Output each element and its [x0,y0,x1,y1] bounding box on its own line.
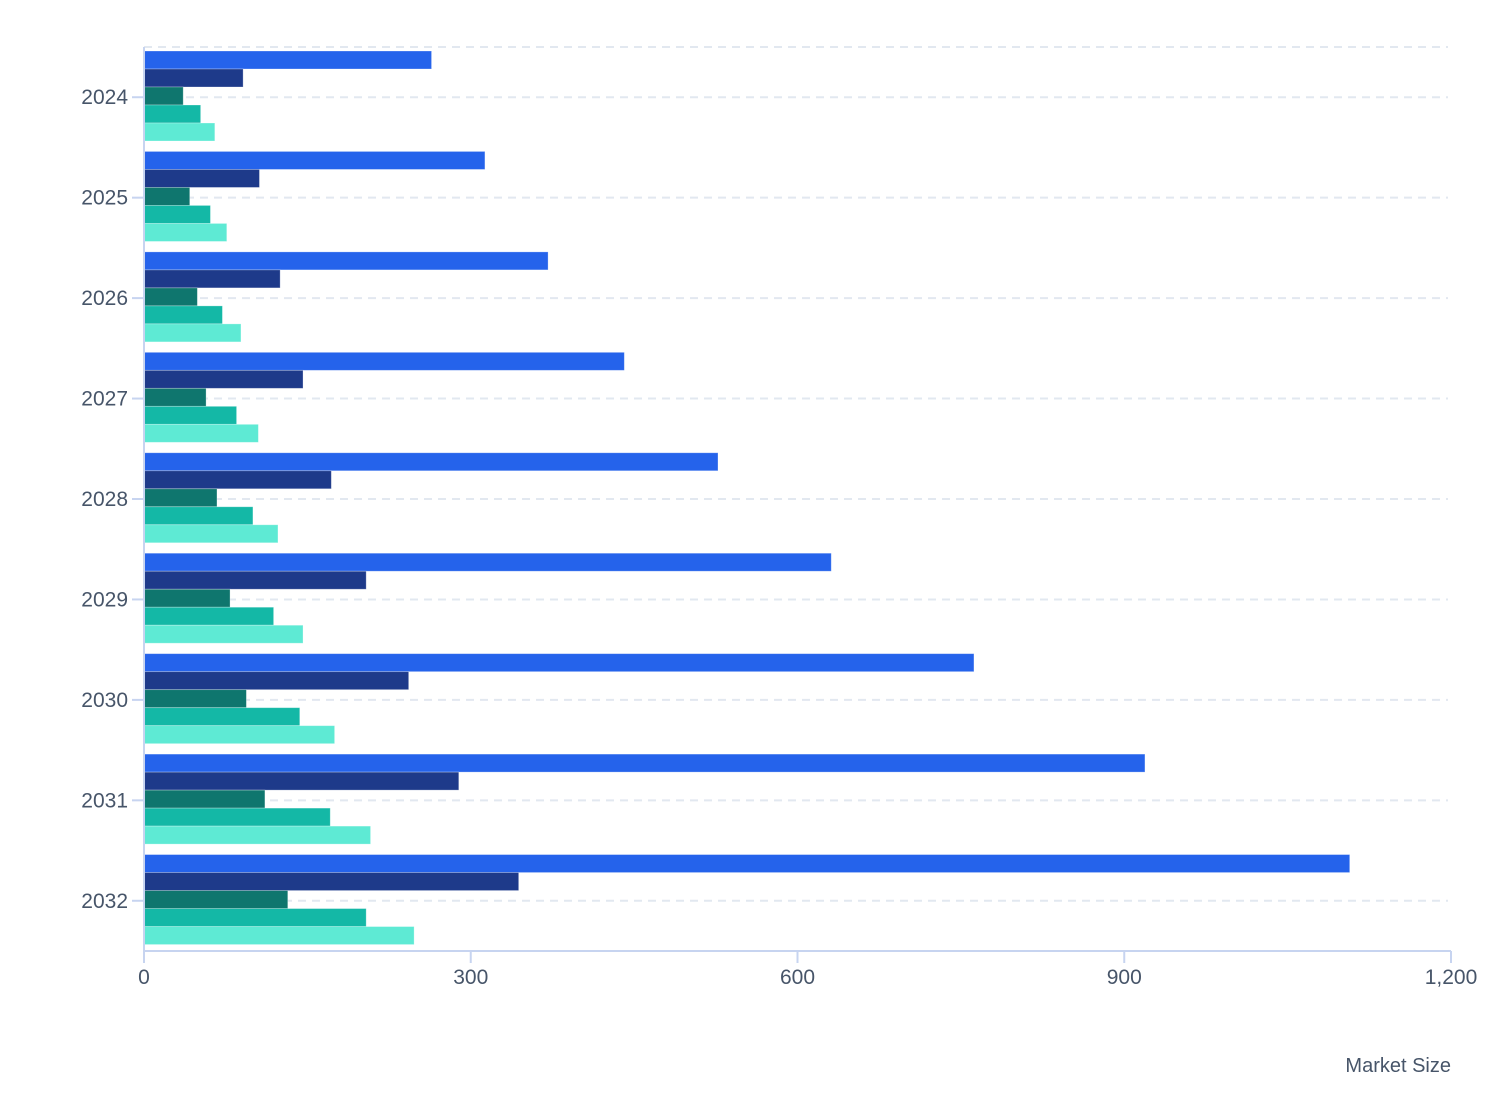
bars [143,50,1351,945]
gridlines [144,46,1448,902]
bar-2027-series-1[interactable] [143,351,625,371]
bar-2028-series-1[interactable] [143,452,719,472]
bar-2028-series-4[interactable] [143,506,254,526]
bar-2028-series-3[interactable] [143,488,218,508]
bar-2032-series-4[interactable] [143,908,367,927]
x-tick-label: 900 [1107,966,1142,989]
bar-2030-series-5[interactable] [143,725,336,745]
bar-2027-series-3[interactable] [143,387,207,407]
axes [132,47,1452,963]
bar-2027-series-5[interactable] [143,423,259,443]
bar-2032-series-3[interactable] [143,890,289,909]
bar-2028-series-5[interactable] [143,524,279,544]
y-tick-label: 2029 [81,588,128,611]
y-tick-label: 2027 [81,388,128,411]
bar-2029-series-3[interactable] [143,588,231,608]
bar-2029-series-2[interactable] [143,570,367,590]
bar-2026-series-1[interactable] [143,251,549,271]
x-axis-labels: 0 300 600 900 1,200 [138,966,1477,989]
bar-2024-series-5[interactable] [143,122,216,142]
bar-2032-series-2[interactable] [143,872,520,891]
bar-2026-series-2[interactable] [143,269,281,289]
bar-2032-series-5[interactable] [143,926,415,945]
x-tick-label: 0 [138,966,150,989]
y-tick-label: 2025 [81,187,128,210]
bar-2029-series-4[interactable] [143,606,275,626]
y-tick-label: 2030 [81,689,128,712]
bar-2028-series-2[interactable] [143,470,332,490]
y-axis-labels: 2024 2025 2026 2027 2028 2029 2030 2031 2032 [81,86,128,913]
bar-2024-series-1[interactable] [143,50,432,70]
y-tick-label: 2026 [81,287,128,310]
bar-2030-series-1[interactable] [143,653,975,673]
bar-2030-series-2[interactable] [143,671,410,691]
x-axis-title: Market Size [1345,1055,1451,1077]
y-tick-label: 2031 [81,789,128,812]
x-tick-label: 300 [453,966,488,989]
bar-2025-series-1[interactable] [143,151,486,170]
bar-2027-series-2[interactable] [143,369,304,389]
y-tick-label: 2032 [81,890,128,913]
x-tick-label: 1,200 [1425,966,1478,989]
bar-2025-series-3[interactable] [143,187,191,206]
bar-2025-series-5[interactable] [143,223,228,242]
bar-2029-series-5[interactable] [143,624,304,644]
bar-2027-series-4[interactable] [143,405,237,425]
bar-2031-series-2[interactable] [143,771,460,791]
bar-2025-series-4[interactable] [143,205,211,224]
bar-2026-series-5[interactable] [143,323,242,343]
bar-2029-series-1[interactable] [143,552,832,572]
bar-2024-series-3[interactable] [143,86,184,106]
bar-2032-series-1[interactable] [143,854,1351,873]
bar-2026-series-4[interactable] [143,305,223,325]
bar-2024-series-4[interactable] [143,104,202,124]
bar-2025-series-2[interactable] [143,169,260,188]
y-tick-label: 2028 [81,488,128,511]
y-tick-label: 2024 [81,86,128,109]
bar-2030-series-4[interactable] [143,707,301,727]
bar-2031-series-4[interactable] [143,807,331,827]
bar-2024-series-2[interactable] [143,68,244,88]
x-tick-label: 600 [780,966,815,989]
bar-2026-series-3[interactable] [143,287,198,307]
bar-2031-series-5[interactable] [143,825,371,845]
bar-2030-series-3[interactable] [143,689,247,709]
bar-2031-series-3[interactable] [143,789,266,809]
bar-2031-series-1[interactable] [143,753,1146,773]
